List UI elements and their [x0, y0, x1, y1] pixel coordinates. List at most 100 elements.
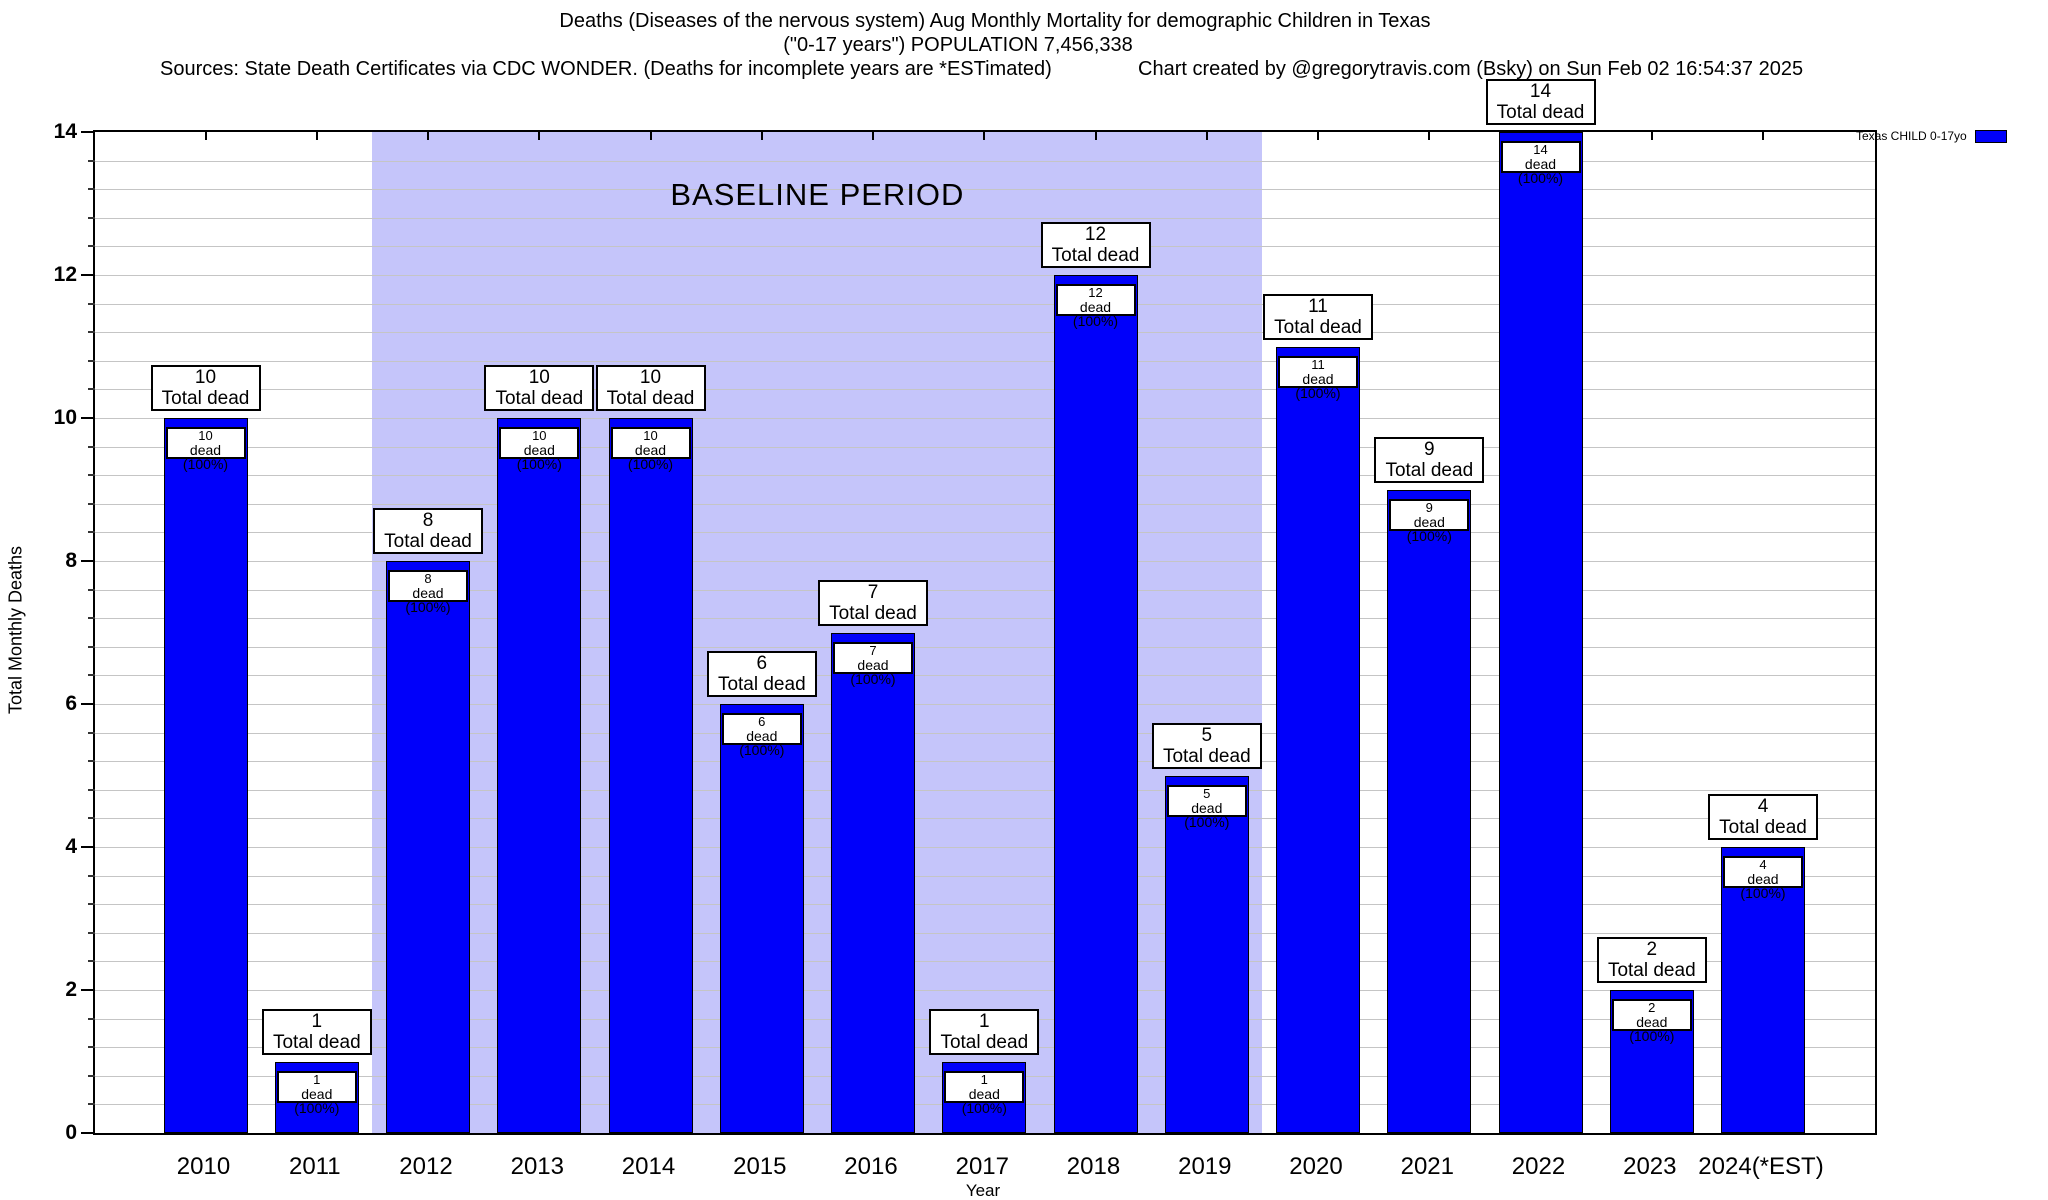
- bar-dead-label-2017: 1 dead (100%): [944, 1070, 1025, 1115]
- y-major-tick: [81, 989, 95, 991]
- y-minor-gridline: [95, 932, 1875, 934]
- bar-dead-label-2015: 6 dead (100%): [721, 713, 802, 757]
- bar-2013: [497, 418, 582, 1133]
- bar-dead-label-2020: 11 dead (100%): [1278, 355, 1358, 400]
- chart-title-line2: ("0-17 years") POPULATION 7,456,338: [783, 34, 1133, 56]
- y-minor-gridline: [95, 847, 1875, 848]
- y-minor-tick: [88, 245, 95, 248]
- y-minor-gridline: [95, 961, 1875, 963]
- y-major-tick: [81, 846, 95, 848]
- y-minor-tick: [88, 617, 95, 620]
- y-minor-gridline: [95, 189, 1875, 191]
- y-minor-gridline: [95, 389, 1875, 391]
- y-minor-tick: [88, 931, 95, 934]
- bar-dead-label-2019: 5 dead (100%): [1166, 784, 1247, 829]
- top-axis-tick: [760, 132, 763, 140]
- y-minor-tick: [88, 1103, 95, 1106]
- bar-dead-label-2022: 14 dead (100%): [1500, 141, 1581, 185]
- y-major-tick: [81, 131, 95, 133]
- y-minor-gridline: [95, 646, 1875, 648]
- y-minor-gridline: [95, 503, 1875, 505]
- y-minor-tick: [88, 445, 95, 448]
- y-minor-gridline: [95, 789, 1875, 791]
- x-tick-label-2018: 2018: [1066, 1153, 1121, 1180]
- y-minor-gridline: [95, 732, 1875, 734]
- y-minor-tick: [88, 388, 95, 391]
- bar-2018: [1053, 275, 1138, 1133]
- y-tick-label-2: 2: [65, 978, 77, 1001]
- y-minor-gridline: [95, 217, 1875, 219]
- y-minor-gridline: [95, 446, 1875, 448]
- top-axis-tick: [983, 132, 986, 140]
- bar-total-label-2024(*EST): 4 Total dead: [1708, 794, 1818, 840]
- y-minor-tick: [88, 817, 95, 820]
- y-tick-label-10: 10: [53, 406, 77, 429]
- bar-2015: [719, 704, 804, 1133]
- bar-total-label-2019: 5 Total dead: [1151, 722, 1262, 769]
- bar-2012: [386, 561, 470, 1133]
- bar-dead-label-2024(*EST): 4 dead (100%): [1723, 856, 1803, 900]
- top-axis-tick: [1317, 132, 1319, 140]
- bar-total-label-2011: 1 Total dead: [261, 1008, 372, 1055]
- top-axis-tick: [872, 132, 874, 140]
- y-minor-gridline: [95, 475, 1875, 477]
- y-minor-gridline: [95, 332, 1875, 334]
- y-minor-gridline: [95, 303, 1875, 305]
- bar-total-label-2023: 2 Total dead: [1596, 937, 1707, 983]
- top-axis-tick: [1762, 132, 1764, 140]
- y-minor-tick: [88, 903, 95, 906]
- y-minor-gridline: [95, 818, 1875, 820]
- top-axis-tick: [649, 132, 652, 140]
- y-minor-tick: [88, 674, 95, 677]
- bar-total-label-2020: 11 Total dead: [1263, 293, 1373, 340]
- bar-2019: [1164, 775, 1249, 1133]
- y-minor-gridline: [95, 589, 1875, 591]
- top-axis-tick: [1094, 132, 1097, 140]
- x-tick-label-2010: 2010: [176, 1153, 231, 1180]
- x-tick-label-2019: 2019: [1178, 1153, 1232, 1180]
- bar-dead-label-2011: 1 dead (100%): [276, 1070, 357, 1115]
- y-major-tick: [81, 703, 95, 705]
- y-minor-tick: [88, 588, 95, 591]
- x-tick-label-2011: 2011: [288, 1153, 341, 1180]
- y-tick-label-8: 8: [65, 549, 77, 572]
- bar-dead-label-2010: 10 dead (100%): [165, 427, 246, 471]
- x-tick-label-2013: 2013: [510, 1153, 564, 1180]
- y-tick-label-0: 0: [65, 1121, 77, 1144]
- chart-title-line1: Deaths (Diseases of the nervous system) …: [559, 10, 1431, 32]
- y-major-tick: [81, 274, 95, 276]
- bar-total-label-2010: 10 Total dead: [150, 365, 261, 411]
- bar-2010: [163, 418, 248, 1133]
- x-tick-label-2015: 2015: [733, 1153, 787, 1180]
- y-minor-gridline: [95, 418, 1875, 419]
- y-minor-tick: [88, 531, 95, 534]
- y-minor-gridline: [95, 246, 1875, 248]
- bar-total-label-2012: 8 Total dead: [373, 508, 483, 554]
- x-tick-label-2024(*EST): 2024(*EST): [1698, 1153, 1824, 1180]
- legend-color-swatch: [1974, 129, 2007, 143]
- y-tick-label-4: 4: [65, 835, 77, 858]
- bar-dead-label-2014: 10 dead (100%): [610, 427, 691, 471]
- x-tick-label-2012: 2012: [399, 1153, 453, 1180]
- x-tick-label-2020: 2020: [1289, 1153, 1343, 1180]
- y-minor-gridline: [95, 704, 1875, 705]
- y-minor-tick: [88, 960, 95, 963]
- bar-total-label-2022: 14 Total dead: [1485, 79, 1596, 125]
- y-minor-tick: [88, 331, 95, 334]
- y-tick-label-12: 12: [53, 263, 77, 286]
- bar-dead-label-2023: 2 dead (100%): [1611, 999, 1692, 1043]
- y-minor-gridline: [95, 618, 1875, 620]
- y-minor-tick: [88, 359, 95, 362]
- bar-2020: [1276, 346, 1360, 1133]
- bar-total-label-2021: 9 Total dead: [1374, 436, 1485, 483]
- y-minor-gridline: [95, 160, 1875, 162]
- top-axis-tick: [1428, 132, 1431, 140]
- top-axis-tick: [1650, 132, 1653, 140]
- y-minor-tick: [88, 502, 95, 505]
- y-minor-tick: [88, 159, 95, 162]
- legend: Texas CHILD 0-17yo: [1856, 129, 2007, 143]
- y-minor-tick: [88, 645, 95, 648]
- y-minor-tick: [88, 1046, 95, 1049]
- y-major-tick: [81, 417, 95, 419]
- y-minor-gridline: [95, 904, 1875, 906]
